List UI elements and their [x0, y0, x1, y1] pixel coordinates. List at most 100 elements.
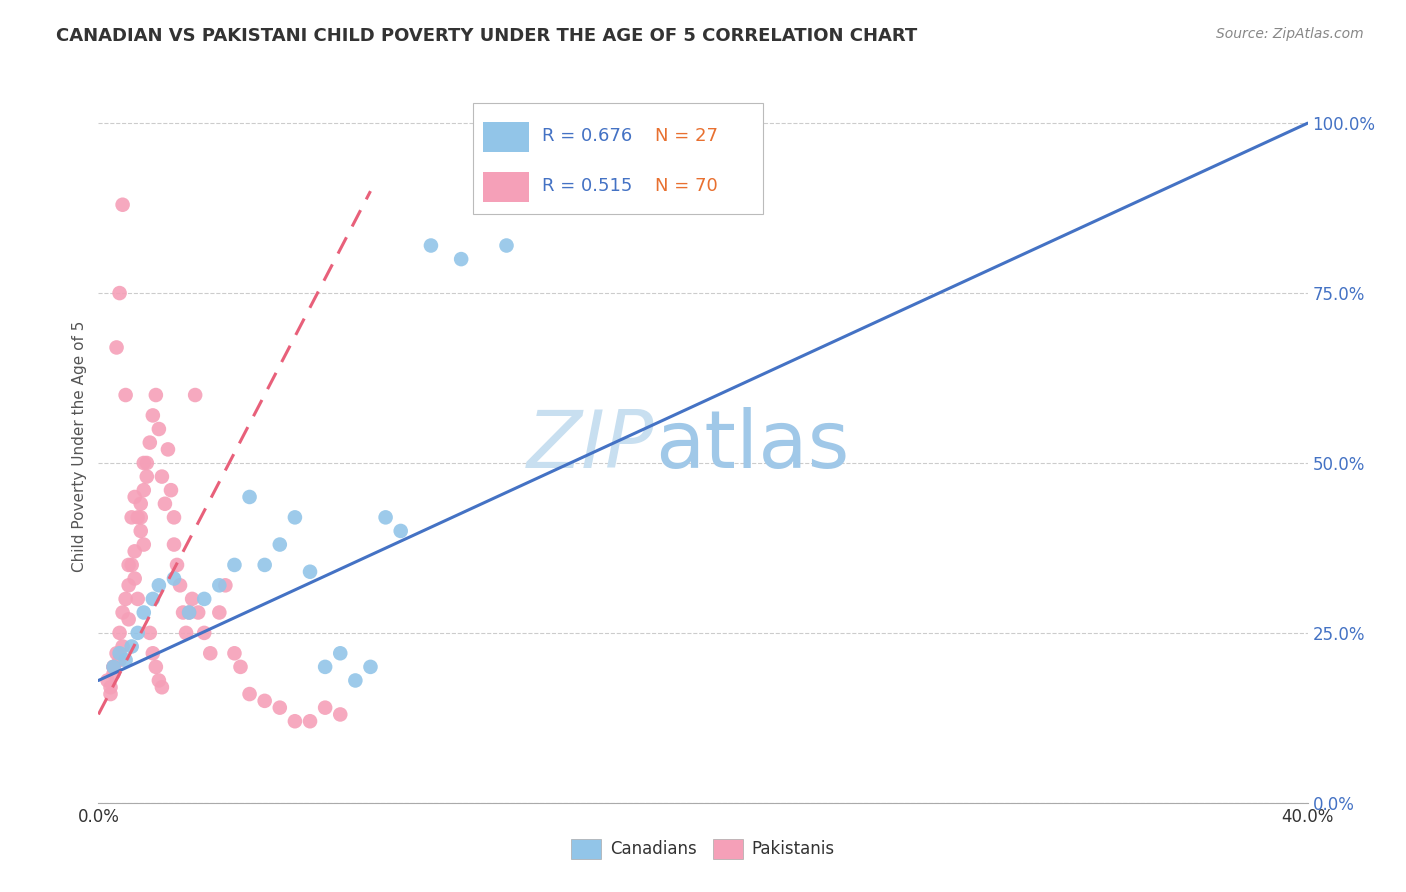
Point — [174, 626, 197, 640]
Point — [142, 646, 165, 660]
Point — [96, 673, 118, 688]
Point — [181, 591, 204, 606]
Point — [389, 524, 412, 538]
Point — [129, 524, 152, 538]
Point — [118, 558, 141, 572]
Point — [239, 490, 262, 504]
Point — [163, 572, 186, 586]
Point — [118, 612, 141, 626]
FancyBboxPatch shape — [474, 103, 763, 214]
Point — [163, 537, 186, 551]
Point — [103, 660, 125, 674]
Point — [156, 442, 179, 457]
Text: Source: ZipAtlas.com: Source: ZipAtlas.com — [1216, 27, 1364, 41]
Point — [142, 409, 165, 423]
FancyBboxPatch shape — [482, 172, 529, 202]
Point — [108, 286, 131, 301]
Point — [132, 537, 155, 551]
Point — [118, 578, 141, 592]
Point — [163, 510, 186, 524]
Point — [127, 591, 149, 606]
Point — [103, 660, 125, 674]
Point — [139, 435, 162, 450]
Point — [329, 646, 352, 660]
Text: ZIP: ZIP — [527, 407, 655, 485]
Point — [420, 238, 443, 252]
Point — [132, 483, 155, 498]
Point — [284, 510, 307, 524]
Point — [121, 510, 143, 524]
Text: N = 70: N = 70 — [655, 177, 717, 194]
Point — [314, 700, 336, 714]
Point — [374, 510, 396, 524]
Point — [160, 483, 183, 498]
Point — [169, 578, 191, 592]
Point — [193, 626, 215, 640]
Text: N = 27: N = 27 — [655, 127, 717, 145]
Point — [121, 640, 143, 654]
Point — [148, 578, 170, 592]
Point — [135, 469, 157, 483]
Point — [124, 572, 146, 586]
Point — [299, 714, 322, 729]
Point — [135, 456, 157, 470]
Point — [269, 537, 291, 551]
Point — [450, 252, 472, 266]
Point — [224, 646, 246, 660]
Point — [329, 707, 352, 722]
Text: atlas: atlas — [655, 407, 849, 485]
Point — [184, 388, 207, 402]
Point — [145, 388, 167, 402]
Point — [229, 660, 252, 674]
Point — [100, 687, 122, 701]
Point — [284, 714, 307, 729]
Point — [148, 673, 170, 688]
Point — [129, 497, 152, 511]
Point — [172, 606, 194, 620]
Point — [124, 544, 146, 558]
Point — [105, 646, 128, 660]
Point — [299, 565, 322, 579]
Point — [127, 626, 149, 640]
Point — [360, 660, 382, 674]
Point — [111, 640, 134, 654]
Point — [129, 510, 152, 524]
Point — [193, 591, 215, 606]
Point — [150, 680, 173, 694]
Text: R = 0.515: R = 0.515 — [543, 177, 633, 194]
Point — [239, 687, 262, 701]
Point — [103, 666, 125, 681]
Point — [148, 422, 170, 436]
Point — [187, 606, 209, 620]
Point — [214, 578, 236, 592]
Point — [495, 238, 517, 252]
Point — [124, 490, 146, 504]
Point — [314, 660, 336, 674]
Point — [103, 660, 125, 674]
Point — [179, 606, 201, 620]
Point — [132, 606, 155, 620]
Point — [269, 700, 291, 714]
Point — [121, 558, 143, 572]
Point — [100, 680, 122, 694]
Point — [150, 469, 173, 483]
Point — [111, 606, 134, 620]
Point — [139, 626, 162, 640]
Point — [145, 660, 167, 674]
Point — [127, 510, 149, 524]
Point — [344, 673, 367, 688]
Y-axis label: Child Poverty Under the Age of 5: Child Poverty Under the Age of 5 — [72, 320, 87, 572]
Point — [132, 456, 155, 470]
Point — [253, 694, 276, 708]
Point — [114, 591, 136, 606]
Point — [114, 388, 136, 402]
Point — [105, 341, 128, 355]
Point — [114, 653, 136, 667]
Point — [253, 558, 276, 572]
Text: CANADIAN VS PAKISTANI CHILD POVERTY UNDER THE AGE OF 5 CORRELATION CHART: CANADIAN VS PAKISTANI CHILD POVERTY UNDE… — [56, 27, 918, 45]
Point — [179, 606, 201, 620]
Legend: Canadians, Pakistanis: Canadians, Pakistanis — [565, 832, 841, 866]
Point — [108, 646, 131, 660]
Point — [208, 606, 231, 620]
Text: R = 0.676: R = 0.676 — [543, 127, 633, 145]
